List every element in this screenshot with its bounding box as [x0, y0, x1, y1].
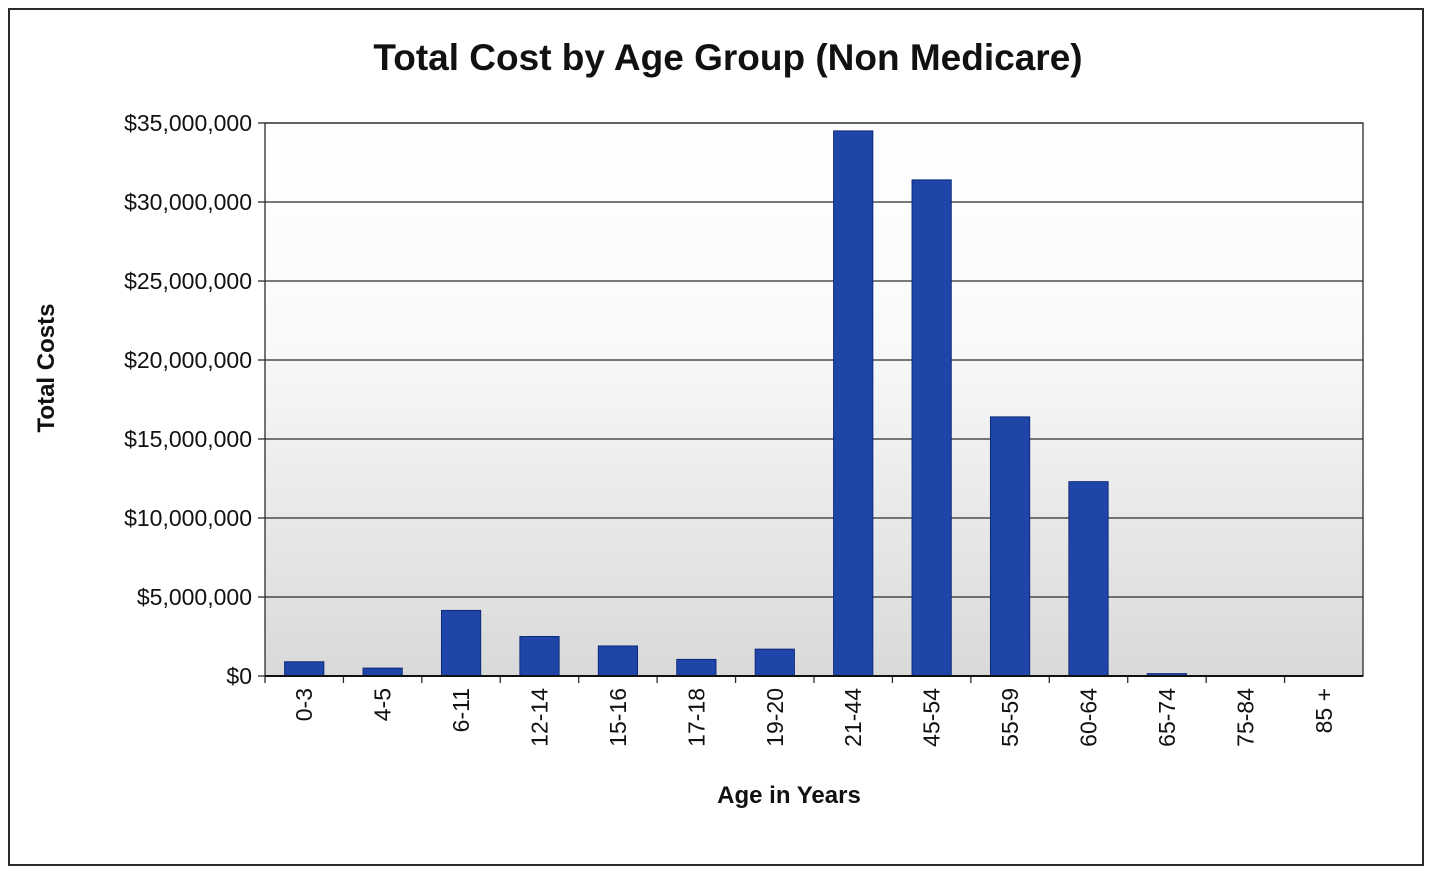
x-tick-label: 65-74: [1154, 688, 1180, 747]
x-tick-label: 75-84: [1232, 688, 1258, 747]
bar-45-54: [911, 179, 952, 677]
y-tick-label: $10,000,000: [124, 505, 252, 531]
x-tick-label: 85 +: [1311, 688, 1337, 733]
x-tick-label: 45-54: [919, 688, 945, 747]
bar-17-18: [676, 658, 717, 677]
bar-60-64: [1068, 481, 1109, 677]
x-tick-label: 17-18: [683, 688, 709, 747]
x-tick-label: 60-64: [1076, 688, 1102, 747]
bar-15-16: [597, 645, 639, 677]
y-tick-label: $30,000,000: [124, 189, 252, 215]
bar-55-59: [989, 416, 1031, 677]
gridlines: [265, 122, 1363, 598]
x-tick-label: 15-16: [605, 688, 631, 747]
chart-title: Total Cost by Age Group (Non Medicare): [373, 37, 1082, 78]
bar-21-44: [833, 130, 874, 677]
y-tick-label: $35,000,000: [124, 110, 252, 136]
bar-4-5: [362, 667, 403, 677]
y-tick-label: $15,000,000: [124, 426, 252, 452]
x-tick-label: 19-20: [762, 688, 788, 747]
bar-chart: Total Cost by Age Group (Non Medicare) $…: [33, 37, 1364, 809]
x-tick-label: 12-14: [527, 688, 553, 747]
bar-0-3: [284, 661, 325, 677]
y-tick-label: $25,000,000: [124, 268, 252, 294]
bars: [284, 130, 1188, 677]
x-axis-tick-labels: 0-3 4-5 6-11 12-14 15-16 17-18 19-20 21-44 45-54…: [264, 676, 1337, 747]
plot-area: [264, 122, 1364, 677]
y-tick-label: $20,000,000: [124, 347, 252, 373]
x-tick-label: 55-59: [997, 688, 1023, 747]
x-tick-label: 0-3: [291, 688, 317, 721]
chart-frame: Total Cost by Age Group (Non Medicare) $…: [8, 8, 1424, 866]
x-tick-label: 21-44: [840, 688, 866, 747]
y-axis-tick-labels: $0 $5,000,000 $10,000,000 $15,000,000 $20,00…: [124, 110, 265, 689]
bar-6-11: [440, 609, 482, 677]
bar-19-20: [754, 648, 795, 677]
bar-12-14: [519, 636, 560, 677]
y-axis-title: Total Costs: [33, 304, 60, 433]
y-tick-label: $0: [226, 663, 252, 689]
x-tick-label: 4-5: [370, 688, 396, 721]
x-tick-label: 6-11: [448, 688, 474, 732]
y-tick-label: $5,000,000: [137, 584, 252, 610]
x-axis-title: Age in Years: [717, 782, 861, 809]
